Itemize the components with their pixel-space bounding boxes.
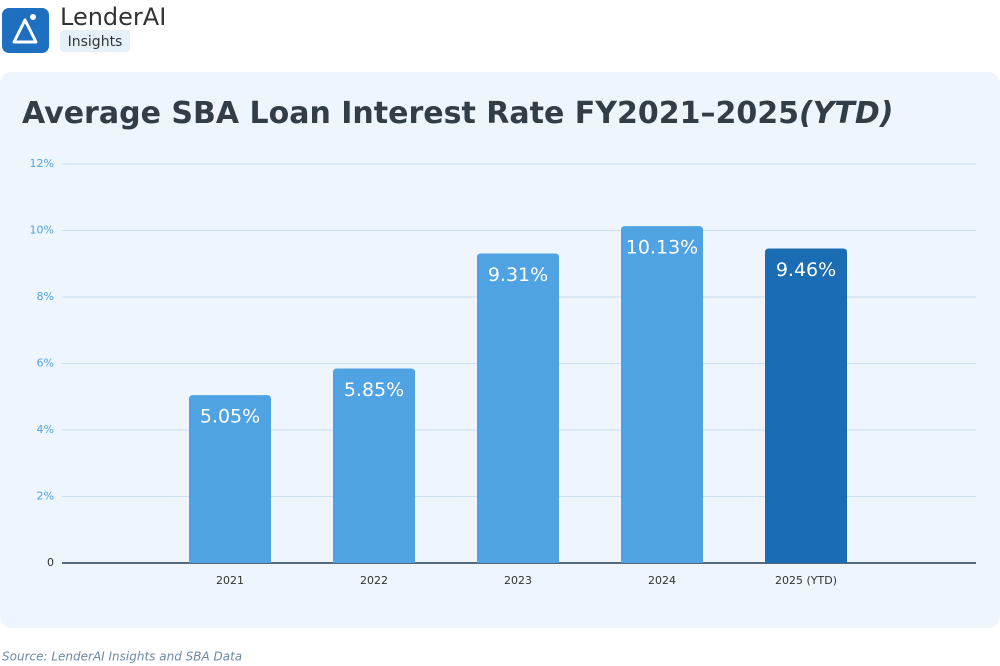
value-label: 5.05% [200,406,260,428]
bar [765,248,847,563]
source: Source: LenderAI Insights and SBA Data [2,650,242,664]
x-tick-label: 2021 [216,574,244,587]
x-tick-label: 2025 (YTD) [775,574,837,587]
chart-title: Average SBA Loan Interest Rate FY2021–20… [22,96,893,131]
y-tick-label: 2% [37,490,54,503]
bar [189,395,271,563]
title-main: Average SBA Loan Interest Rate FY2021–20… [22,96,799,131]
x-tick-label: 2023 [504,574,532,587]
brand-name: LenderAI [60,3,166,31]
x-tick-label: 2022 [360,574,388,587]
bar [621,226,703,564]
logo-dot [30,14,36,20]
y-tick-label: 8% [37,290,54,303]
value-label: 5.85% [344,379,404,401]
value-label: 9.46% [776,259,836,281]
y-tick-label: 4% [37,423,54,436]
bar [333,368,415,563]
bar [477,253,559,563]
y-tick-label: 12% [30,157,54,170]
plot: 0 2% 4% 6% 8% 10% 12% 2021 5.05% 2022 5.85% 2023 9.3… [30,157,976,587]
value-label: 9.31% [488,264,548,286]
brand-tag-bg [60,30,130,52]
logo [2,8,49,53]
y-tick-label: 10% [30,224,54,237]
title-note: (YTD) [799,96,894,131]
brand-tag: Insights [68,34,123,50]
y-tick-label: 6% [37,357,54,370]
logo-glyph [12,18,38,44]
y-tick-label: 0 [47,556,54,569]
x-tick-label: 2024 [648,574,676,587]
value-label: 10.13% [626,237,698,259]
